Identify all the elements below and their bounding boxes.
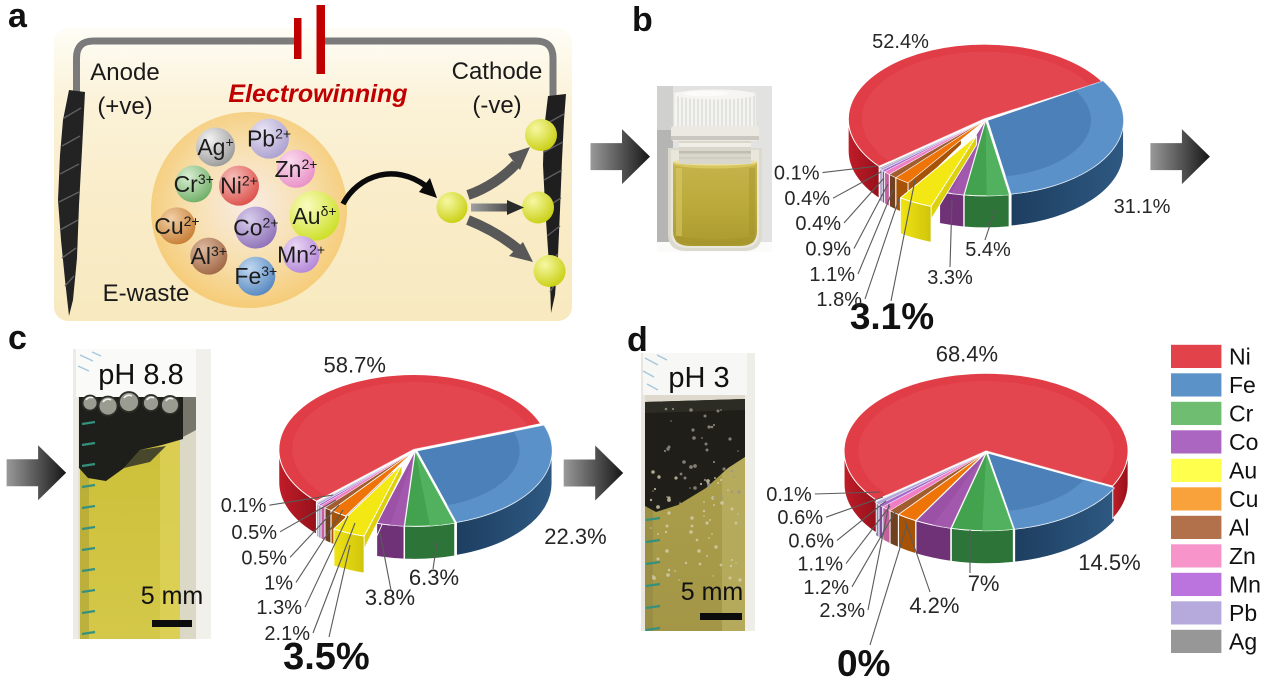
svg-text:3.5%: 3.5%: [283, 636, 370, 678]
svg-text:1.8%: 1.8%: [816, 289, 862, 311]
svg-text:a: a: [8, 0, 28, 35]
svg-text:Cu: Cu: [1229, 486, 1258, 512]
svg-text:b: b: [632, 1, 653, 39]
svg-text:Au: Au: [1229, 457, 1257, 483]
svg-text:0.6%: 0.6%: [777, 507, 823, 529]
svg-text:52.4%: 52.4%: [872, 31, 929, 53]
svg-text:0%: 0%: [837, 643, 890, 684]
svg-text:5 mm: 5 mm: [141, 582, 204, 610]
svg-text:0.1%: 0.1%: [766, 484, 812, 506]
svg-text:0.9%: 0.9%: [805, 239, 851, 261]
svg-text:Zn2+: Zn2+: [275, 156, 318, 182]
svg-text:0.4%: 0.4%: [784, 188, 830, 210]
svg-text:Pb: Pb: [1229, 600, 1257, 626]
svg-text:1.2%: 1.2%: [803, 577, 849, 599]
svg-text:1.1%: 1.1%: [809, 264, 855, 286]
svg-text:1.3%: 1.3%: [256, 597, 302, 619]
svg-text:7%: 7%: [968, 571, 1000, 596]
svg-text:Co2+: Co2+: [233, 215, 278, 241]
svg-text:(-ve): (-ve): [472, 92, 521, 119]
svg-text:Cu2+: Cu2+: [154, 213, 199, 239]
svg-text:58.7%: 58.7%: [324, 353, 386, 378]
svg-text:Co: Co: [1229, 429, 1258, 455]
svg-text:Cathode: Cathode: [452, 58, 543, 85]
svg-text:0.5%: 0.5%: [231, 522, 277, 544]
svg-text:1%: 1%: [264, 572, 293, 594]
svg-text:Al: Al: [1229, 514, 1249, 540]
svg-text:d: d: [627, 321, 648, 359]
svg-text:Electrowinning: Electrowinning: [228, 80, 407, 108]
svg-text:6.3%: 6.3%: [409, 565, 459, 590]
svg-text:Ni: Ni: [1229, 343, 1251, 369]
svg-text:pH 8.8: pH 8.8: [98, 359, 183, 391]
svg-text:1.1%: 1.1%: [797, 554, 843, 576]
svg-text:Cr: Cr: [1229, 400, 1254, 426]
svg-text:2.1%: 2.1%: [264, 623, 310, 645]
svg-text:5 mm: 5 mm: [681, 578, 744, 606]
svg-text:0.4%: 0.4%: [795, 213, 841, 235]
svg-text:22.3%: 22.3%: [544, 524, 606, 549]
svg-text:pH 3: pH 3: [668, 362, 729, 394]
svg-text:0.1%: 0.1%: [774, 163, 820, 185]
svg-text:31.1%: 31.1%: [1114, 196, 1171, 218]
svg-text:0.1%: 0.1%: [221, 495, 267, 517]
svg-text:14.5%: 14.5%: [1078, 550, 1140, 575]
svg-text:3.8%: 3.8%: [365, 585, 415, 610]
svg-text:Ni2+: Ni2+: [220, 173, 258, 199]
svg-text:Auδ+: Auδ+: [292, 203, 336, 229]
svg-text:4.2%: 4.2%: [909, 593, 959, 618]
svg-text:Anode: Anode: [90, 59, 159, 86]
svg-text:Al3+: Al3+: [191, 243, 227, 269]
svg-text:Mn: Mn: [1229, 571, 1261, 597]
svg-text:Fe: Fe: [1229, 372, 1256, 398]
svg-text:3.3%: 3.3%: [927, 267, 973, 289]
svg-text:c: c: [8, 319, 27, 357]
svg-text:2.3%: 2.3%: [819, 600, 865, 622]
svg-text:Ag: Ag: [1229, 628, 1257, 654]
svg-text:68.4%: 68.4%: [936, 342, 998, 367]
svg-text:5.4%: 5.4%: [965, 239, 1011, 261]
svg-text:0.6%: 0.6%: [788, 530, 834, 552]
svg-text:Pb2+: Pb2+: [247, 126, 291, 152]
svg-text:3.1%: 3.1%: [850, 296, 934, 337]
svg-text:Zn: Zn: [1229, 543, 1256, 569]
svg-text:(+ve): (+ve): [97, 93, 152, 120]
svg-text:E-waste: E-waste: [103, 280, 190, 307]
svg-text:Cr3+: Cr3+: [174, 171, 214, 197]
svg-text:0.5%: 0.5%: [241, 547, 287, 569]
